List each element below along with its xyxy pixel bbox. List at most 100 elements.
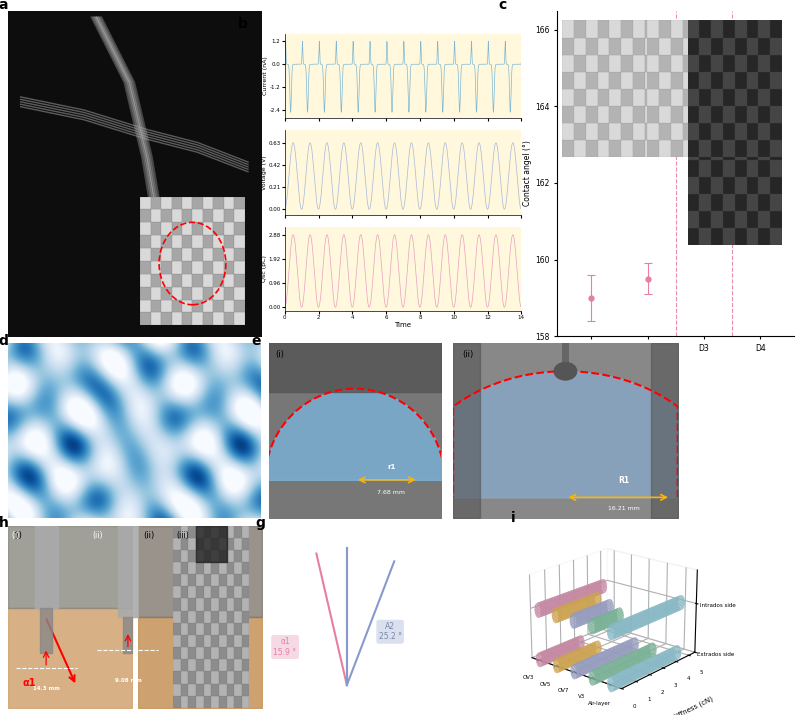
Bar	[196, 635, 204, 647]
Bar	[699, 177, 711, 194]
Bar	[711, 54, 723, 72]
Y-axis label: Contact angel (°): Contact angel (°)	[524, 140, 533, 207]
Bar	[747, 21, 759, 38]
Bar	[173, 623, 181, 635]
Bar	[140, 287, 151, 300]
Bar	[196, 659, 204, 671]
Bar	[723, 194, 735, 211]
Bar	[213, 197, 224, 209]
Bar	[212, 635, 219, 647]
Text: 9.08 mm: 9.08 mm	[115, 679, 141, 684]
Bar	[242, 562, 249, 574]
Bar	[574, 89, 585, 106]
Bar	[770, 21, 782, 38]
Bar	[645, 89, 657, 106]
Bar	[196, 586, 204, 598]
Bar	[747, 72, 759, 89]
Bar	[574, 123, 585, 140]
Bar	[687, 106, 699, 123]
Bar	[161, 287, 172, 300]
Bar	[213, 248, 224, 261]
Bar	[622, 38, 633, 54]
Bar	[196, 598, 204, 611]
Bar	[203, 235, 213, 248]
Bar	[192, 312, 203, 325]
Bar	[723, 211, 735, 228]
Bar	[151, 248, 161, 261]
Text: 1mm: 1mm	[196, 316, 219, 325]
Bar	[585, 106, 597, 123]
Bar	[234, 312, 245, 325]
Bar	[659, 89, 671, 106]
Bar	[645, 140, 657, 157]
Bar	[181, 562, 188, 574]
Bar	[242, 574, 249, 586]
Bar	[213, 209, 224, 222]
Bar	[212, 659, 219, 671]
Bar	[711, 72, 723, 89]
Bar	[224, 209, 234, 222]
Bar	[759, 228, 770, 245]
Bar	[695, 21, 707, 38]
Bar	[212, 611, 219, 623]
Bar	[212, 586, 219, 598]
Bar	[182, 222, 192, 235]
Bar	[723, 89, 735, 106]
Bar	[234, 222, 245, 235]
Bar	[711, 228, 723, 245]
Bar	[172, 261, 182, 274]
Bar	[711, 125, 723, 142]
Bar	[140, 209, 151, 222]
Bar	[585, 54, 597, 72]
Bar	[574, 72, 585, 89]
Bar	[188, 538, 196, 550]
Bar	[219, 550, 226, 562]
Bar	[633, 140, 645, 157]
Bar	[735, 194, 747, 211]
Bar	[219, 574, 226, 586]
Bar	[645, 106, 657, 123]
Bar	[213, 287, 224, 300]
Bar	[574, 106, 585, 123]
Bar	[213, 235, 224, 248]
Bar	[188, 586, 196, 598]
Bar	[234, 623, 242, 635]
Bar	[730, 140, 742, 157]
Bar	[161, 209, 172, 222]
Bar	[182, 274, 192, 287]
Bar	[659, 54, 671, 72]
Bar	[633, 54, 645, 72]
Bar	[161, 300, 172, 312]
Bar	[188, 598, 196, 611]
Bar	[735, 72, 747, 89]
Bar	[699, 21, 711, 38]
Bar	[219, 684, 226, 696]
Bar	[610, 72, 622, 89]
Bar	[234, 598, 242, 611]
Bar	[204, 598, 212, 611]
Bar	[182, 235, 192, 248]
Bar	[723, 177, 735, 194]
Bar	[695, 54, 707, 72]
Bar	[747, 38, 759, 54]
Bar	[747, 228, 759, 245]
Bar	[770, 123, 782, 140]
Bar	[622, 72, 633, 89]
Bar	[224, 274, 234, 287]
Bar	[671, 89, 683, 106]
Bar	[585, 89, 597, 106]
Bar	[719, 38, 730, 54]
Text: r1: r1	[387, 464, 395, 470]
Bar	[213, 274, 224, 287]
Bar	[188, 635, 196, 647]
Bar	[687, 177, 699, 194]
Bar	[192, 235, 203, 248]
Bar	[711, 123, 723, 140]
Bar	[226, 635, 234, 647]
Bar	[188, 623, 196, 635]
Bar	[683, 54, 695, 72]
Bar	[181, 598, 188, 611]
Bar	[770, 89, 782, 106]
Bar	[219, 635, 226, 647]
Bar	[683, 38, 695, 54]
